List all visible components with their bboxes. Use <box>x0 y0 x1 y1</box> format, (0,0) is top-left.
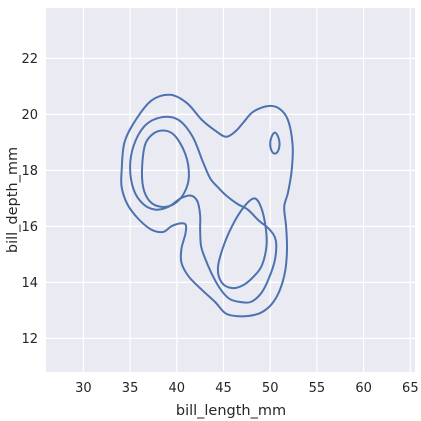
x-tick-label: 50 <box>262 381 279 396</box>
x-tick-labels: 30 35 40 45 50 55 60 65 <box>75 381 419 396</box>
x-tick-label: 30 <box>75 381 92 396</box>
plot-background <box>46 8 415 372</box>
contour-lines <box>120 93 294 318</box>
y-tick-label: 22 <box>21 52 38 67</box>
density-contour-line <box>129 115 278 304</box>
x-tick-label: 45 <box>215 381 232 396</box>
density-contour-line <box>216 197 268 290</box>
y-tick-label: 16 <box>21 220 38 235</box>
x-axis-label: bill_length_mm <box>176 403 286 419</box>
density-contour-line <box>140 129 190 208</box>
x-tick-label: 60 <box>355 381 372 396</box>
y-tick-label: 12 <box>21 332 38 347</box>
y-axis-label: bill_depth_mm <box>5 147 21 253</box>
density-contour-line <box>120 93 294 318</box>
y-tick-labels: 12 14 16 18 20 22 <box>21 52 38 347</box>
x-tick-label: 65 <box>402 381 419 396</box>
y-tick-label: 18 <box>21 164 38 179</box>
x-tick-label: 55 <box>309 381 326 396</box>
grid-lines <box>46 8 415 372</box>
y-tick-label: 14 <box>21 276 38 291</box>
x-tick-label: 35 <box>122 381 139 396</box>
y-tick-label: 20 <box>21 108 38 123</box>
x-tick-label: 40 <box>169 381 186 396</box>
density-contour-line <box>269 131 281 155</box>
